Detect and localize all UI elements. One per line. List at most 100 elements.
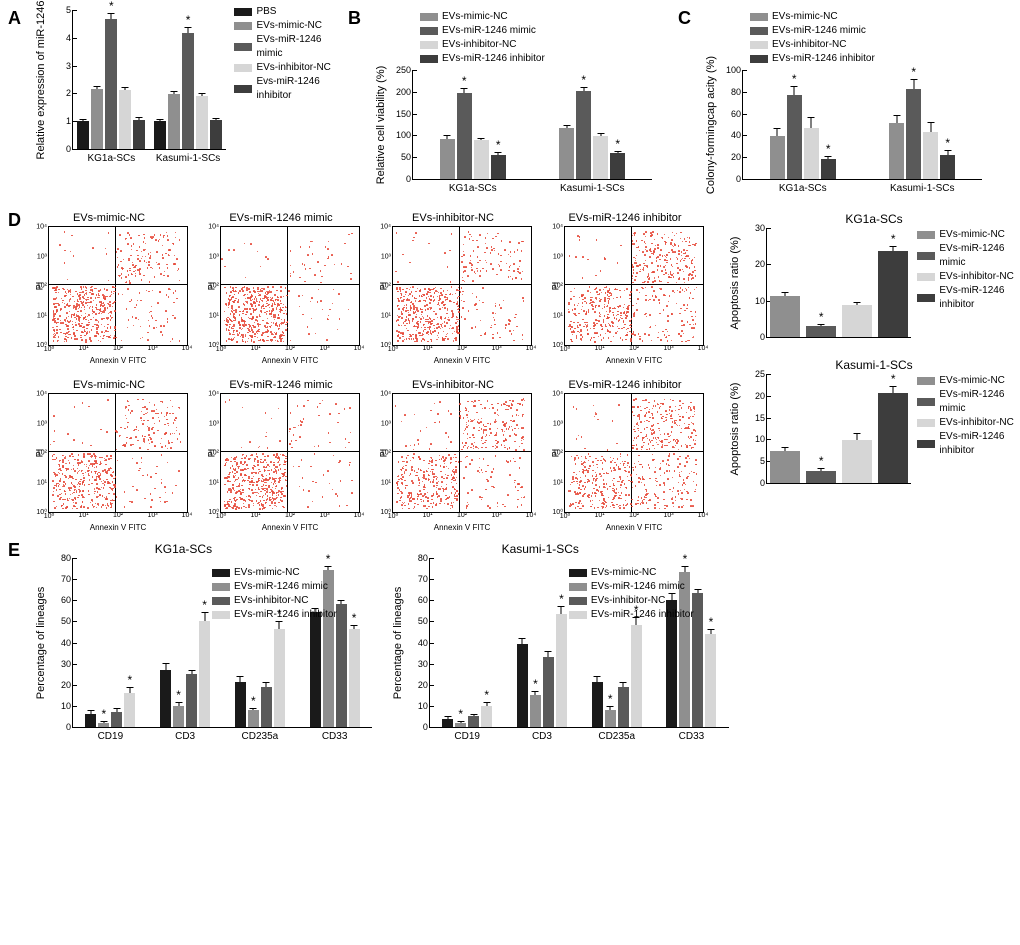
scatter-title: EVs-mimic-NC bbox=[30, 212, 188, 224]
scatter-y-tick: 10¹ bbox=[381, 479, 393, 486]
legend-item: EVs-miR-1246 mimic bbox=[917, 242, 1020, 270]
scatter-plot: EVs-miR-1246 inhibitorPI10⁰10⁰10¹10¹10²1… bbox=[546, 379, 704, 532]
scatter-cross-h bbox=[49, 451, 187, 452]
chart-d1: Apoptosis ratio (%)0102030** bbox=[766, 228, 911, 338]
error-bar bbox=[893, 386, 894, 393]
error-bar bbox=[710, 629, 711, 633]
scatter-x-tick: 10² bbox=[629, 345, 639, 352]
bar bbox=[154, 121, 166, 149]
y-tick: 10 bbox=[418, 701, 428, 711]
significance-marker: * bbox=[458, 707, 463, 721]
y-tick: 4 bbox=[66, 33, 71, 43]
scatter-x-tick: 10⁴ bbox=[354, 345, 365, 352]
scatter-y-tick: 10¹ bbox=[381, 312, 393, 319]
error-bar bbox=[600, 133, 601, 136]
legend-item: EVs-miR-1246 inhibitor bbox=[750, 52, 875, 66]
significance-marker: * bbox=[683, 552, 688, 566]
error-bar bbox=[460, 721, 461, 723]
legend-label: EVs-inhibitor-NC bbox=[442, 38, 516, 52]
error-bar bbox=[178, 702, 179, 706]
significance-marker: * bbox=[819, 454, 824, 468]
error-bar bbox=[785, 447, 786, 451]
panel-e2-title: Kasumi-1-SCs bbox=[387, 542, 694, 556]
error-bar bbox=[202, 93, 203, 96]
error-bar bbox=[447, 135, 448, 139]
bar bbox=[923, 132, 938, 179]
significance-marker: * bbox=[186, 13, 191, 27]
group-label: Kasumi-1-SCs bbox=[560, 183, 624, 194]
legend-label: EVs-miR-1246 inhibitor bbox=[772, 52, 875, 66]
legend-swatch bbox=[750, 13, 768, 21]
legend-item: EVs-inhibitor-NC bbox=[750, 38, 875, 52]
y-tick: 5 bbox=[66, 5, 71, 15]
scatter-x-tick: 10² bbox=[285, 512, 295, 519]
bar-group: **KG1a-SCs bbox=[770, 95, 836, 179]
scatter-row: EVs-mimic-NC PI10⁰10⁰10¹10¹10²10²10³10³10… bbox=[30, 379, 704, 532]
legend-swatch bbox=[569, 583, 587, 591]
scatter-cross-h bbox=[49, 284, 187, 285]
y-tick: 80 bbox=[418, 553, 428, 563]
scatter-y-tick: 10⁴ bbox=[208, 391, 221, 398]
legend-item: PBS bbox=[234, 5, 340, 19]
legend-label: EVs-miR-1246 inhibitor bbox=[591, 608, 694, 622]
bar bbox=[160, 670, 171, 727]
bar bbox=[770, 136, 785, 179]
legend-label: EVs-miR-1246 inhibitor bbox=[939, 284, 1020, 312]
y-tick: 0 bbox=[736, 174, 741, 184]
legend-item: EVs-inhibitor-NC bbox=[420, 38, 545, 52]
bar: * bbox=[105, 19, 117, 149]
bar: * bbox=[556, 614, 567, 727]
scatter-plot: EVs-mimic-NCPI10⁰10⁰10¹10¹10²10²10³10³10… bbox=[30, 379, 188, 532]
scatter-y-tick: 10² bbox=[553, 283, 565, 290]
legend-label: EVs-mimic-NC bbox=[256, 19, 322, 33]
y-tick: 20 bbox=[418, 680, 428, 690]
legend-item: EVs-miR-1246 inhibitor bbox=[917, 430, 1020, 458]
scatter-x-tick: 10⁴ bbox=[182, 512, 193, 519]
error-bar bbox=[481, 138, 482, 141]
legend-label: EVs-miR-1246 inhibitor bbox=[234, 608, 337, 622]
scatter-x-tick: 10¹ bbox=[78, 345, 88, 352]
y-tick: 25 bbox=[755, 369, 765, 379]
y-tick: 80 bbox=[731, 87, 741, 97]
error-bar bbox=[498, 152, 499, 155]
scatter-title: EVs-mimic-NC bbox=[30, 379, 188, 391]
bar: * bbox=[821, 159, 836, 179]
bar: * bbox=[182, 33, 194, 149]
y-tick: 50 bbox=[61, 616, 71, 626]
legend-swatch bbox=[750, 27, 768, 35]
scatter-x-tick: 10² bbox=[113, 345, 123, 352]
scatter-box: PI10⁰10⁰10¹10¹10²10²10³10³10⁴10⁴ bbox=[220, 393, 360, 513]
legend-label: EVs-miR-1246 mimic bbox=[256, 33, 340, 61]
bar bbox=[133, 120, 145, 149]
legend-label: EVs-miR-1246 mimic bbox=[772, 24, 866, 38]
chart-a: Relative expression of miR-1246012345*KG… bbox=[72, 10, 226, 150]
error-bar bbox=[828, 156, 829, 159]
bar bbox=[474, 140, 489, 179]
scatter-y-tick: 10² bbox=[381, 283, 393, 290]
legend-swatch bbox=[917, 231, 935, 239]
scatter-y-tick: 10⁰ bbox=[208, 508, 221, 516]
legend-item: EVs-miR-1246 mimic bbox=[569, 580, 694, 594]
legend-swatch bbox=[234, 64, 252, 72]
error-bar bbox=[191, 670, 192, 674]
legend-item: EVs-miR-1246 inhibitor bbox=[917, 284, 1020, 312]
y-tick: 0 bbox=[760, 478, 765, 488]
y-tick: 30 bbox=[755, 223, 765, 233]
bar: * bbox=[806, 471, 836, 483]
scatter-y-tick: 10⁴ bbox=[380, 391, 393, 398]
chart-b: Relative cell viability (%)0501001502002… bbox=[412, 70, 652, 180]
legend-d2: EVs-mimic-NCEVs-miR-1246 mimicEVs-inhibi… bbox=[917, 374, 1020, 494]
legend-swatch bbox=[750, 41, 768, 49]
scatter-x-tick: 10⁴ bbox=[354, 512, 365, 519]
panel-d-bar1-wrap: KG1a-SCs Apoptosis ratio (%)0102030** EV… bbox=[724, 212, 1020, 348]
error-bar bbox=[129, 687, 130, 693]
y-tick: 80 bbox=[61, 553, 71, 563]
scatter-cross-h bbox=[565, 284, 703, 285]
y-tick: 20 bbox=[755, 259, 765, 269]
legend-swatch bbox=[420, 41, 438, 49]
legend-swatch bbox=[917, 294, 935, 302]
scatter-cross-h bbox=[393, 284, 531, 285]
error-bar bbox=[354, 625, 355, 629]
error-bar bbox=[893, 246, 894, 251]
error-bar bbox=[188, 27, 189, 33]
